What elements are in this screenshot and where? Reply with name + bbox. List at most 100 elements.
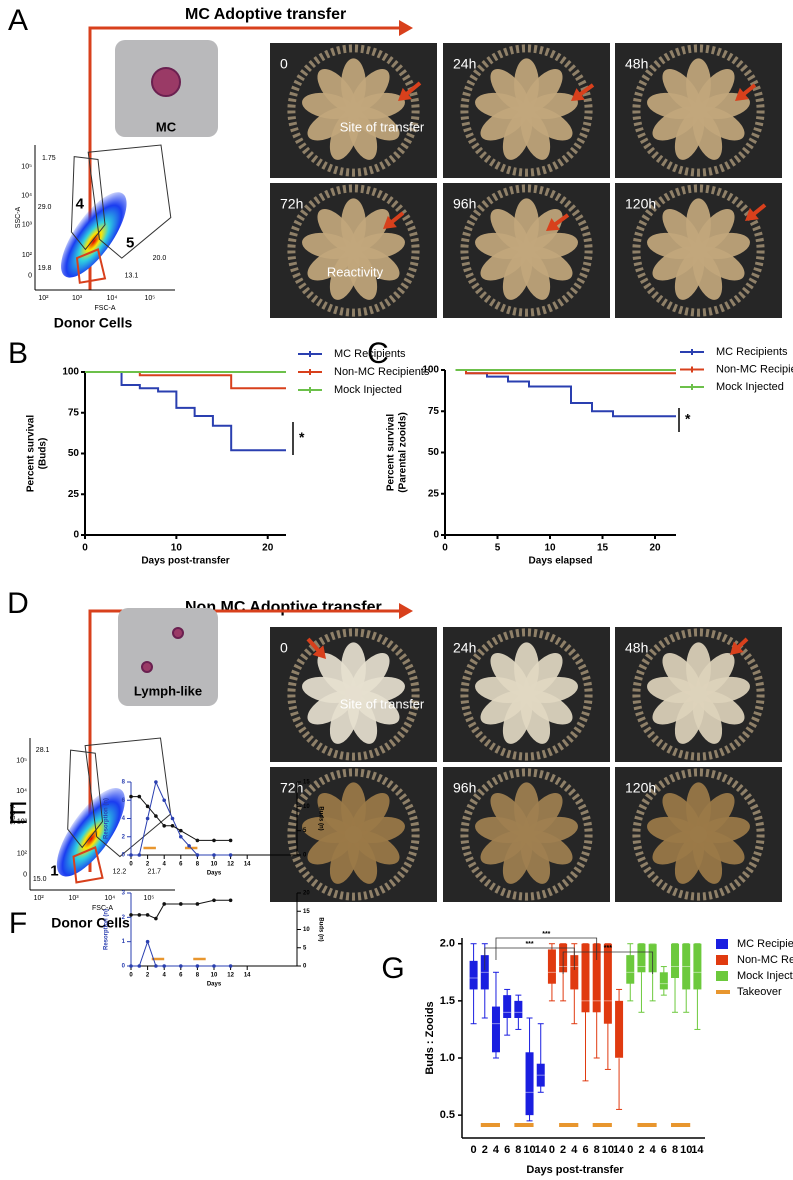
series-marker [162, 798, 166, 803]
x-tick-label: 14 [244, 973, 251, 979]
y2-tick-label: 5 [303, 828, 307, 834]
flow-y-tick: 0 [23, 872, 27, 879]
gate-value: 5 [126, 235, 134, 252]
box [514, 1000, 523, 1018]
red-arrow-head [383, 215, 397, 229]
gate-value: 13.1 [125, 272, 139, 279]
red-arrow-head [546, 218, 560, 231]
zooid [317, 209, 357, 253]
photo-caption: Site of transfer [340, 119, 425, 134]
cell [141, 661, 153, 673]
time-label: 0 [280, 640, 288, 656]
cell-label: MC [156, 119, 177, 134]
zooid [317, 793, 357, 837]
significance: *** [604, 945, 612, 952]
series-marker [195, 838, 200, 843]
series-marker [179, 828, 183, 833]
series-marker [129, 853, 133, 857]
box [637, 943, 646, 973]
y-tick-label: 6 [122, 798, 126, 804]
significance: * [685, 411, 691, 427]
series-marker [162, 902, 166, 906]
x-tick-label: 4 [493, 1144, 500, 1156]
colony-center [517, 825, 536, 844]
x-tick-label: 4 [163, 862, 167, 868]
significance-bracket [495, 937, 598, 960]
series-marker [145, 913, 150, 917]
y-tick-label: 1.5 [440, 995, 455, 1007]
flow-x-tick: 10⁴ [104, 895, 115, 902]
series-marker [195, 964, 200, 968]
x-tick-label: 14 [613, 1144, 626, 1156]
x-tick-label: 0 [442, 543, 448, 554]
box [525, 1052, 534, 1116]
ampulla-ring [460, 44, 593, 177]
series-marker [154, 814, 158, 818]
legend-label: Non-MC Recipients [737, 954, 793, 966]
box [570, 955, 579, 990]
y-tick-label: 4 [122, 816, 126, 822]
legend-swatch [716, 955, 728, 965]
time-label: 72h [280, 780, 303, 796]
y-tick-label: 25 [68, 489, 80, 500]
legend-label: MC Recipients [716, 346, 788, 358]
gate-value: 1 [50, 863, 58, 880]
cell-image [118, 608, 218, 706]
panel-label: A [8, 4, 28, 37]
flow-y-label: SSC-A [10, 803, 17, 825]
flow-x-tick: 10⁵ [144, 295, 155, 302]
flow-x-tick: 10³ [68, 895, 79, 902]
gate-value: 19.8 [38, 265, 52, 272]
series-marker [179, 834, 183, 839]
series-line [455, 369, 676, 418]
x-tick-label: 6 [582, 1144, 588, 1156]
x-tick-label: 10 [602, 1144, 614, 1156]
red-arrow-shaft [389, 211, 405, 225]
series-line [85, 371, 286, 452]
gate [67, 749, 104, 849]
cell [151, 67, 181, 97]
colony-center [517, 101, 536, 120]
legend-label: Mock Injected [716, 381, 784, 393]
panel-label: E [8, 797, 28, 830]
colony-center [689, 685, 708, 704]
ampulla-ring [287, 44, 420, 177]
box [615, 1000, 624, 1058]
series-marker [179, 902, 183, 906]
y-axis-label: Percent survival [26, 415, 37, 492]
zooid [490, 793, 530, 837]
flow-density [56, 788, 125, 877]
x-tick-label: 2 [638, 1144, 644, 1156]
red-arrow-head [398, 87, 412, 101]
zooid [490, 209, 530, 253]
photo-caption: Site of transfer [340, 696, 425, 711]
y-axis-label: Buds : Zooids [424, 1001, 436, 1074]
panel-label: D [7, 587, 29, 620]
legend-swatch [716, 939, 728, 949]
legend-swatch [716, 971, 728, 981]
series-line [131, 796, 231, 841]
y-axis-label: (Parental zooids) [398, 412, 409, 493]
flow-x-tick: 10² [34, 895, 45, 902]
gate-value: 1.75 [42, 155, 56, 162]
series-marker [228, 964, 233, 968]
series-marker [179, 964, 183, 968]
flow-y-tick: 10⁴ [21, 193, 32, 200]
flow-y-tick: 0 [28, 272, 32, 279]
box [547, 949, 556, 984]
y-tick-label: 50 [68, 448, 80, 459]
series-marker [170, 816, 175, 821]
x-tick-label: 0 [549, 1144, 555, 1156]
box [503, 995, 512, 1018]
significance: * [299, 429, 305, 445]
gate-value: 4 [76, 195, 85, 212]
y-tick-label: 75 [428, 406, 440, 417]
box [491, 1006, 500, 1053]
x-tick-label: 8 [672, 1144, 678, 1156]
y2-tick-label: 0 [303, 853, 307, 859]
y-tick-label: 75 [68, 407, 80, 418]
x-tick-label: 4 [163, 973, 167, 979]
panel-title: MC Adoptive transfer [185, 6, 346, 23]
